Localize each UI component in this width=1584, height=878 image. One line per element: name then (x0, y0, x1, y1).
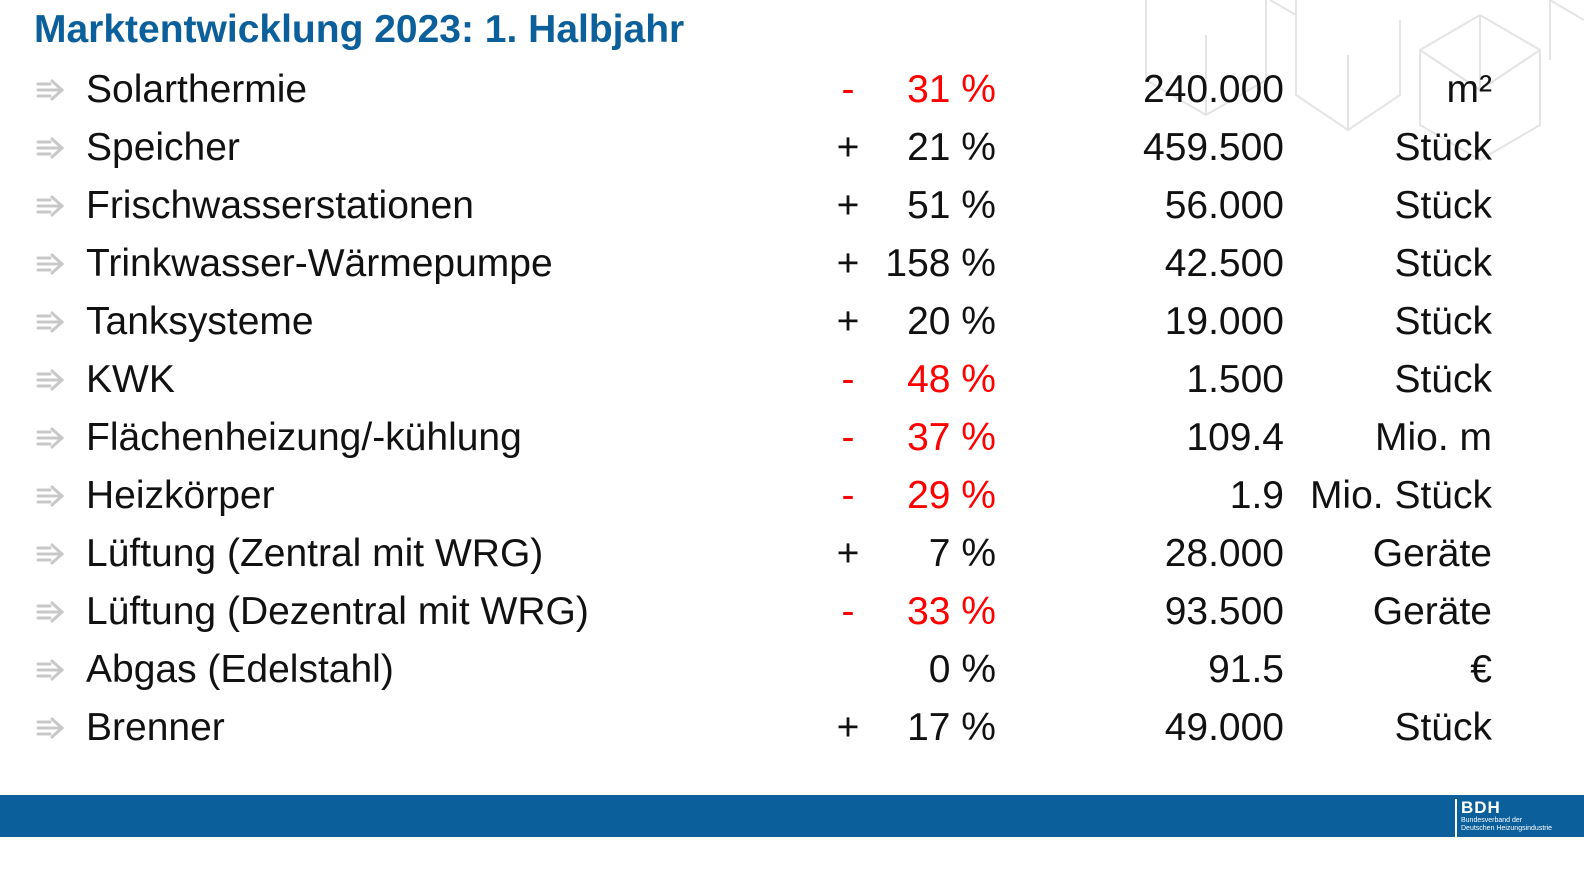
footer-bar (0, 795, 1584, 837)
change-sign: + (836, 242, 860, 285)
change-sign: - (841, 416, 855, 459)
change-sign: + (836, 184, 860, 227)
volume-unit: Geräte (1372, 532, 1492, 575)
logo-subline-2: Deutschen Heizungsindustrie (1461, 825, 1553, 832)
change-percent: 37 % (907, 416, 996, 459)
volume-unit: Stück (1394, 126, 1492, 169)
volume-value: 19.000 (1164, 300, 1284, 343)
volume-value: 49.000 (1164, 706, 1284, 749)
change-percent: 21 % (907, 126, 996, 169)
market-table: Solarthermie - 31 % 240.000 m² Speicher … (0, 60, 1584, 756)
category-label: Abgas (Edelstahl) (86, 648, 394, 691)
logo-subline-1: Bundesverband der (1461, 817, 1523, 824)
table-row: Brenner + 17 % 49.000 Stück (0, 698, 1584, 756)
category-label: Lüftung (Zentral mit WRG) (86, 532, 544, 575)
category-label: Lüftung (Dezentral mit WRG) (86, 590, 589, 633)
volume-value: 1.500 (1186, 358, 1284, 401)
change-sign: - (841, 590, 855, 633)
background-hexagon-decoration (1145, 0, 1584, 162)
change-percent: 31 % (907, 68, 996, 111)
category-label: KWK (86, 358, 175, 401)
change-percent: 7 % (928, 532, 996, 575)
volume-unit: Stück (1394, 242, 1492, 285)
volume-value: 28.000 (1164, 532, 1284, 575)
arrow-bullet-icon (36, 543, 65, 565)
volume-unit: Mio. Stück (1309, 474, 1492, 517)
change-percent: 20 % (907, 300, 996, 343)
category-label: Heizkörper (86, 474, 275, 517)
volume-unit: Geräte (1372, 590, 1492, 633)
change-sign: + (836, 300, 860, 343)
change-percent: 0 % (928, 648, 996, 691)
arrow-bullet-icon (36, 137, 65, 159)
arrow-bullet-icon (36, 659, 65, 681)
change-sign: + (836, 126, 860, 169)
volume-unit: Stück (1394, 358, 1492, 401)
category-label: Flächenheizung/-kühlung (86, 416, 522, 459)
volume-value: 91.5 (1208, 648, 1284, 691)
volume-value: 1.9 (1229, 474, 1284, 517)
category-label: Tanksysteme (86, 300, 314, 343)
table-row: Lüftung (Dezentral mit WRG) - 33 % 93.50… (0, 582, 1584, 640)
volume-unit: € (1470, 648, 1492, 691)
change-percent: 48 % (907, 358, 996, 401)
logo-name: BDH (1461, 798, 1501, 817)
table-row: Solarthermie - 31 % 240.000 m² (0, 60, 1584, 118)
volume-value: 459.500 (1143, 126, 1284, 169)
volume-unit: Mio. m (1375, 416, 1492, 459)
volume-value: 56.000 (1164, 184, 1284, 227)
volume-unit: Stück (1394, 184, 1492, 227)
table-row: Speicher + 21 % 459.500 Stück (0, 118, 1584, 176)
table-row: Trinkwasser-Wärmepumpe + 158 % 42.500 St… (0, 234, 1584, 292)
volume-unit: m² (1446, 68, 1492, 111)
arrow-bullet-icon (36, 369, 65, 391)
arrow-bullet-icon (36, 253, 65, 275)
change-sign: - (841, 474, 855, 517)
change-percent: 51 % (907, 184, 996, 227)
table-row: Lüftung (Zentral mit WRG) + 7 % 28.000 G… (0, 524, 1584, 582)
table-row: Frischwasserstationen + 51 % 56.000 Stüc… (0, 176, 1584, 234)
volume-value: 93.500 (1164, 590, 1284, 633)
page-title: Marktentwicklung 2023: 1. Halbjahr (34, 8, 685, 51)
arrow-bullet-icon (36, 427, 65, 449)
change-percent: 33 % (907, 590, 996, 633)
table-row: Heizkörper - 29 % 1.9 Mio. Stück (0, 466, 1584, 524)
change-sign: - (841, 68, 855, 111)
arrow-bullet-icon (36, 717, 65, 739)
arrow-bullet-icon (36, 195, 65, 217)
table-row: Flächenheizung/-kühlung - 37 % 109.4 Mio… (0, 408, 1584, 466)
arrow-bullet-icon (36, 601, 65, 623)
arrow-bullet-icon (36, 485, 65, 507)
table-row: Abgas (Edelstahl) 0 % 91.5 € (0, 640, 1584, 698)
volume-value: 109.4 (1186, 416, 1284, 459)
table-row: Tanksysteme + 20 % 19.000 Stück (0, 292, 1584, 350)
arrow-bullet-icon (36, 79, 65, 101)
change-percent: 29 % (907, 474, 996, 517)
category-label: Trinkwasser-Wärmepumpe (86, 242, 553, 285)
change-percent: 17 % (907, 706, 996, 749)
change-sign: + (836, 706, 860, 749)
volume-value: 240.000 (1143, 68, 1284, 111)
change-sign: + (836, 532, 860, 575)
category-label: Speicher (86, 126, 240, 169)
category-label: Solarthermie (86, 68, 308, 111)
category-label: Brenner (86, 706, 225, 749)
volume-unit: Stück (1394, 706, 1492, 749)
volume-value: 42.500 (1164, 242, 1284, 285)
bdh-logo: BDH Bundesverband der Deutschen Heizungs… (1455, 799, 1561, 837)
category-label: Frischwasserstationen (86, 184, 474, 227)
volume-unit: Stück (1394, 300, 1492, 343)
change-sign: - (841, 358, 855, 401)
arrow-bullet-icon (36, 311, 65, 333)
table-row: KWK - 48 % 1.500 Stück (0, 350, 1584, 408)
change-percent: 158 % (885, 242, 996, 285)
